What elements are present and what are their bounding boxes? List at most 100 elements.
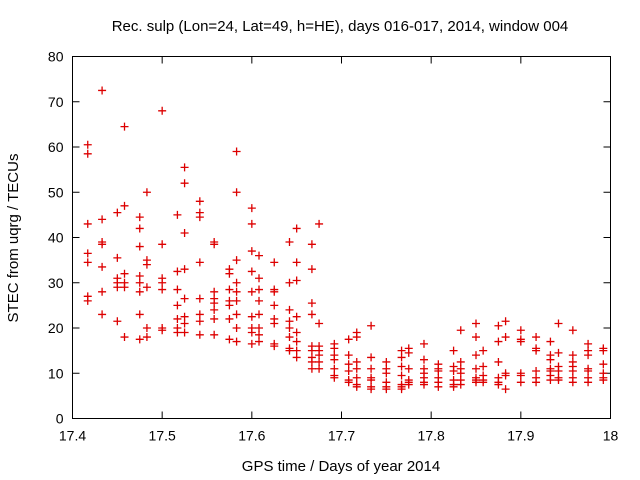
data-point xyxy=(584,378,593,387)
data-point xyxy=(270,287,279,296)
data-point xyxy=(195,213,204,222)
data-point xyxy=(158,278,167,287)
data-point xyxy=(494,321,503,330)
x-tick-label: 17.8 xyxy=(418,428,445,444)
data-point xyxy=(247,328,256,337)
data-point xyxy=(330,373,339,382)
data-point xyxy=(516,371,525,380)
data-point xyxy=(315,219,324,228)
data-point xyxy=(599,346,608,355)
data-point xyxy=(501,317,510,326)
data-point xyxy=(232,296,241,305)
data-point xyxy=(173,301,182,310)
data-point xyxy=(142,260,151,269)
data-point xyxy=(352,373,361,382)
y-axis-label: STEC from uqrg / TECUs xyxy=(5,154,22,323)
data-point xyxy=(397,346,406,355)
x-tick-label: 17.6 xyxy=(238,428,265,444)
data-point xyxy=(255,330,264,339)
data-point xyxy=(210,314,219,323)
data-point xyxy=(158,106,167,115)
data-point xyxy=(225,285,234,294)
data-point xyxy=(501,385,510,394)
data-point xyxy=(173,285,182,294)
data-point xyxy=(255,324,264,332)
data-point xyxy=(83,140,92,149)
data-point xyxy=(292,328,301,337)
data-point xyxy=(554,366,563,375)
data-point xyxy=(584,339,593,348)
data-point xyxy=(344,335,353,344)
data-point xyxy=(113,208,122,217)
data-point xyxy=(270,258,279,267)
data-point xyxy=(494,380,503,389)
data-point xyxy=(494,357,503,366)
data-point xyxy=(135,213,144,222)
x-tick-label: 17.5 xyxy=(149,428,176,444)
data-point xyxy=(546,355,555,364)
data-point xyxy=(568,366,577,375)
data-point xyxy=(158,240,167,249)
data-point xyxy=(397,371,406,380)
data-point xyxy=(292,276,301,285)
data-point xyxy=(344,378,353,387)
data-point xyxy=(456,326,465,335)
data-point xyxy=(158,326,167,335)
data-point xyxy=(210,305,219,314)
data-point xyxy=(599,376,608,385)
data-point xyxy=(307,265,316,274)
data-point xyxy=(554,319,563,328)
data-point xyxy=(232,310,241,319)
data-point xyxy=(532,333,541,342)
data-point xyxy=(180,179,189,188)
data-point xyxy=(456,369,465,378)
data-point xyxy=(225,269,234,278)
data-point xyxy=(255,274,264,283)
data-point xyxy=(142,333,151,342)
data-point xyxy=(472,378,480,387)
data-point xyxy=(382,385,391,394)
data-point xyxy=(584,351,593,360)
data-point xyxy=(292,312,301,321)
plot-frame xyxy=(72,56,611,419)
data-point xyxy=(120,283,129,292)
data-point xyxy=(142,188,151,197)
data-point xyxy=(315,357,324,366)
y-tick-label: 50 xyxy=(48,184,64,200)
data-point xyxy=(225,301,234,310)
data-point xyxy=(397,353,406,362)
data-point xyxy=(135,335,144,344)
data-point xyxy=(270,301,279,310)
data-point xyxy=(315,319,324,328)
data-point xyxy=(180,163,189,172)
data-point xyxy=(232,188,241,197)
data-point xyxy=(516,326,525,335)
data-point xyxy=(404,348,413,357)
data-point xyxy=(307,357,316,366)
data-point xyxy=(307,299,316,308)
data-point xyxy=(307,240,316,249)
data-point xyxy=(247,267,256,276)
data-point xyxy=(568,351,577,360)
data-point xyxy=(382,369,391,378)
data-point xyxy=(307,310,316,319)
data-point xyxy=(330,344,339,353)
data-point xyxy=(225,335,234,344)
data-point xyxy=(173,267,182,276)
data-point xyxy=(292,337,301,346)
data-point xyxy=(180,265,189,274)
data-point xyxy=(292,353,301,362)
data-point xyxy=(419,380,428,389)
x-tick-label: 17.4 xyxy=(59,428,86,444)
data-point xyxy=(292,224,301,233)
data-point xyxy=(255,285,264,294)
data-point xyxy=(479,346,488,355)
data-point xyxy=(83,249,92,258)
data-point xyxy=(83,296,92,305)
data-point xyxy=(113,283,122,292)
data-point xyxy=(367,364,376,373)
data-point xyxy=(83,258,92,267)
data-point xyxy=(516,378,525,387)
x-tick-label: 17.9 xyxy=(507,428,534,444)
